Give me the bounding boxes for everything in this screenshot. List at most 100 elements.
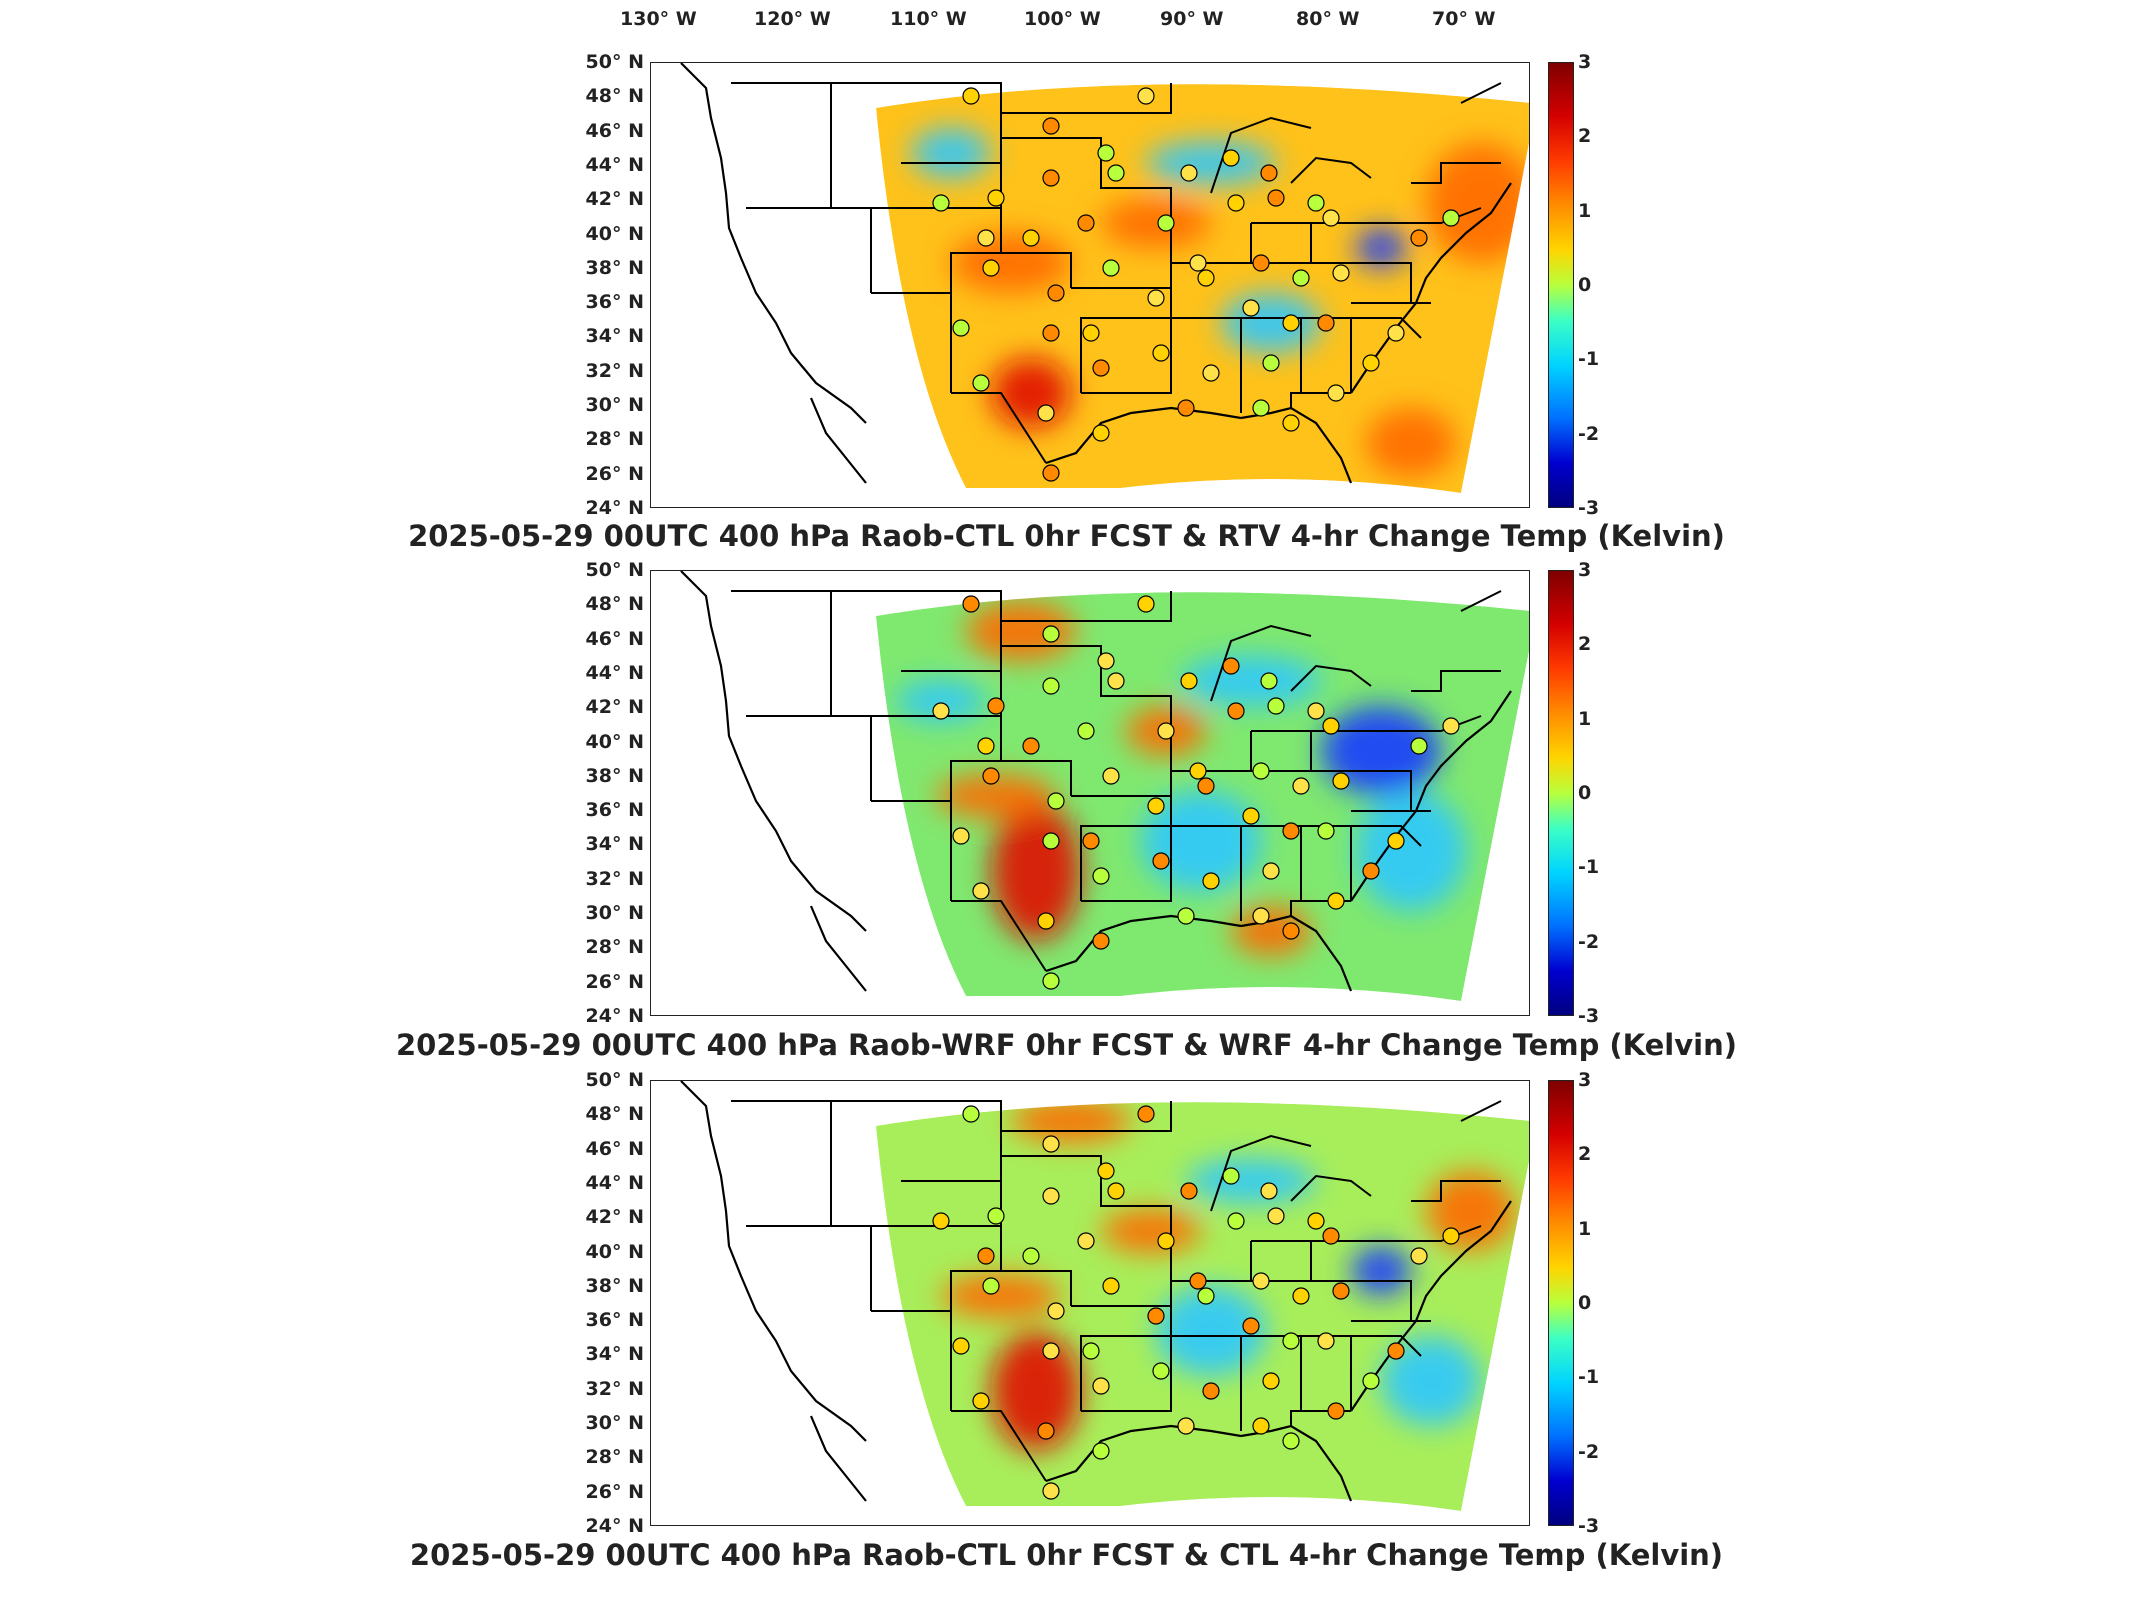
field-anomaly: [1356, 228, 1406, 268]
raob-station-marker: [1227, 702, 1245, 720]
temperature-field: [876, 592, 1529, 1001]
field-anomaly: [911, 128, 991, 178]
colorbar-tick-label: 1: [1578, 1217, 1592, 1240]
raob-station-marker: [972, 882, 990, 900]
raob-station-marker: [1267, 697, 1285, 715]
raob-station-marker: [1097, 1162, 1115, 1180]
raob-station-marker: [1442, 717, 1460, 735]
raob-station-marker: [1180, 672, 1198, 690]
field-anomaly: [991, 358, 1071, 428]
raob-station-marker: [982, 1277, 1000, 1295]
latitude-label: 26° N: [585, 462, 644, 485]
colorbar-tick-label: -1: [1578, 1366, 1600, 1389]
raob-station-marker: [1042, 1187, 1060, 1205]
raob-station-marker: [1157, 722, 1175, 740]
raob-station-marker: [952, 1337, 970, 1355]
raob-station-marker: [1262, 354, 1280, 372]
latitude-label: 30° N: [585, 1412, 644, 1435]
raob-station-marker: [1147, 289, 1165, 307]
raob-station-marker: [1022, 1247, 1040, 1265]
raob-station-marker: [1092, 1377, 1110, 1395]
raob-station-marker: [1267, 189, 1285, 207]
latitude-label: 30° N: [585, 394, 644, 417]
raob-station-marker: [1042, 1482, 1060, 1500]
map-frame-2: [650, 570, 1530, 1016]
field-anomaly: [1101, 1209, 1201, 1253]
raob-station-marker: [1042, 117, 1060, 135]
raob-station-marker: [977, 737, 995, 755]
latitude-label: 30° N: [585, 902, 644, 925]
raob-station-marker: [1202, 1382, 1220, 1400]
raob-station-marker: [1222, 149, 1240, 167]
field-anomaly: [1146, 141, 1276, 185]
raob-station-marker: [1227, 194, 1245, 212]
field-anomaly: [1366, 408, 1456, 478]
raob-station-marker: [977, 1247, 995, 1265]
raob-station-marker: [952, 827, 970, 845]
raob-station-marker: [1107, 164, 1125, 182]
field-anomaly: [966, 601, 1076, 661]
raob-station-marker: [1362, 1372, 1380, 1390]
latitude-label: 44° N: [585, 153, 644, 176]
raob-station-marker: [1189, 762, 1207, 780]
latitude-label: 46° N: [585, 627, 644, 650]
field-anomaly: [991, 1331, 1081, 1451]
raob-station-marker: [1189, 254, 1207, 272]
field-anomaly: [941, 1274, 1061, 1318]
raob-station-marker: [1322, 1227, 1340, 1245]
raob-station-marker: [1107, 672, 1125, 690]
raob-station-marker: [1242, 1317, 1260, 1335]
latitude-label: 46° N: [585, 1137, 644, 1160]
longitude-label: 70° W: [1432, 8, 1496, 30]
raob-station-marker: [1092, 867, 1110, 885]
raob-station-marker: [1282, 922, 1300, 940]
field-anomaly: [1231, 906, 1311, 956]
latitude-label: 42° N: [585, 1206, 644, 1229]
raob-station-marker: [1137, 1105, 1155, 1123]
raob-station-marker: [1307, 1212, 1325, 1230]
latitude-axis-3: 50° N 48° N 46° N 44° N 42° N 40° N 38° N 36° N…: [578, 1069, 644, 1537]
raob-station-marker: [1410, 229, 1428, 247]
raob-station-marker: [1197, 777, 1215, 795]
raob-station-marker: [1137, 595, 1155, 613]
latitude-label: 48° N: [585, 593, 644, 616]
raob-station-marker: [987, 1207, 1005, 1225]
latitude-label: 42° N: [585, 696, 644, 719]
raob-station-marker: [952, 319, 970, 337]
raob-station-marker: [1332, 1282, 1350, 1300]
raob-station-marker: [962, 1105, 980, 1123]
raob-station-marker: [1197, 269, 1215, 287]
raob-station-marker: [1102, 259, 1120, 277]
raob-station-marker: [987, 189, 1005, 207]
raob-station-marker: [1262, 862, 1280, 880]
raob-station-marker: [1252, 254, 1270, 272]
raob-station-marker: [1082, 1342, 1100, 1360]
raob-station-marker: [1332, 264, 1350, 282]
raob-station-marker: [962, 595, 980, 613]
raob-station-marker: [1037, 404, 1055, 422]
raob-station-marker: [1327, 892, 1345, 910]
latitude-axis-2: 50° N 48° N 46° N 44° N 42° N 40° N 38° N 36° N…: [578, 559, 644, 1027]
raob-station-marker: [1042, 464, 1060, 482]
colorbar-2: [1548, 570, 1574, 1016]
raob-station-marker: [1157, 214, 1175, 232]
raob-station-marker: [1202, 364, 1220, 382]
latitude-label: 28° N: [585, 1446, 644, 1469]
field-anomaly: [1011, 1102, 1131, 1143]
raob-station-marker: [1047, 284, 1065, 302]
latitude-label: 46° N: [585, 119, 644, 142]
colorbar-tick-label: 2: [1578, 125, 1592, 148]
raob-station-marker: [1242, 807, 1260, 825]
raob-station-marker: [1177, 1417, 1195, 1435]
raob-station-marker: [1042, 324, 1060, 342]
raob-station-marker: [1292, 777, 1310, 795]
longitude-label: 110° W: [890, 8, 967, 30]
raob-station-marker: [932, 194, 950, 212]
raob-station-marker: [1147, 1307, 1165, 1325]
raob-station-marker: [1327, 384, 1345, 402]
raob-stations: [932, 87, 1460, 482]
raob-station-marker: [1410, 737, 1428, 755]
colorbar-tick-label: 0: [1578, 782, 1592, 804]
raob-station-marker: [1180, 1182, 1198, 1200]
